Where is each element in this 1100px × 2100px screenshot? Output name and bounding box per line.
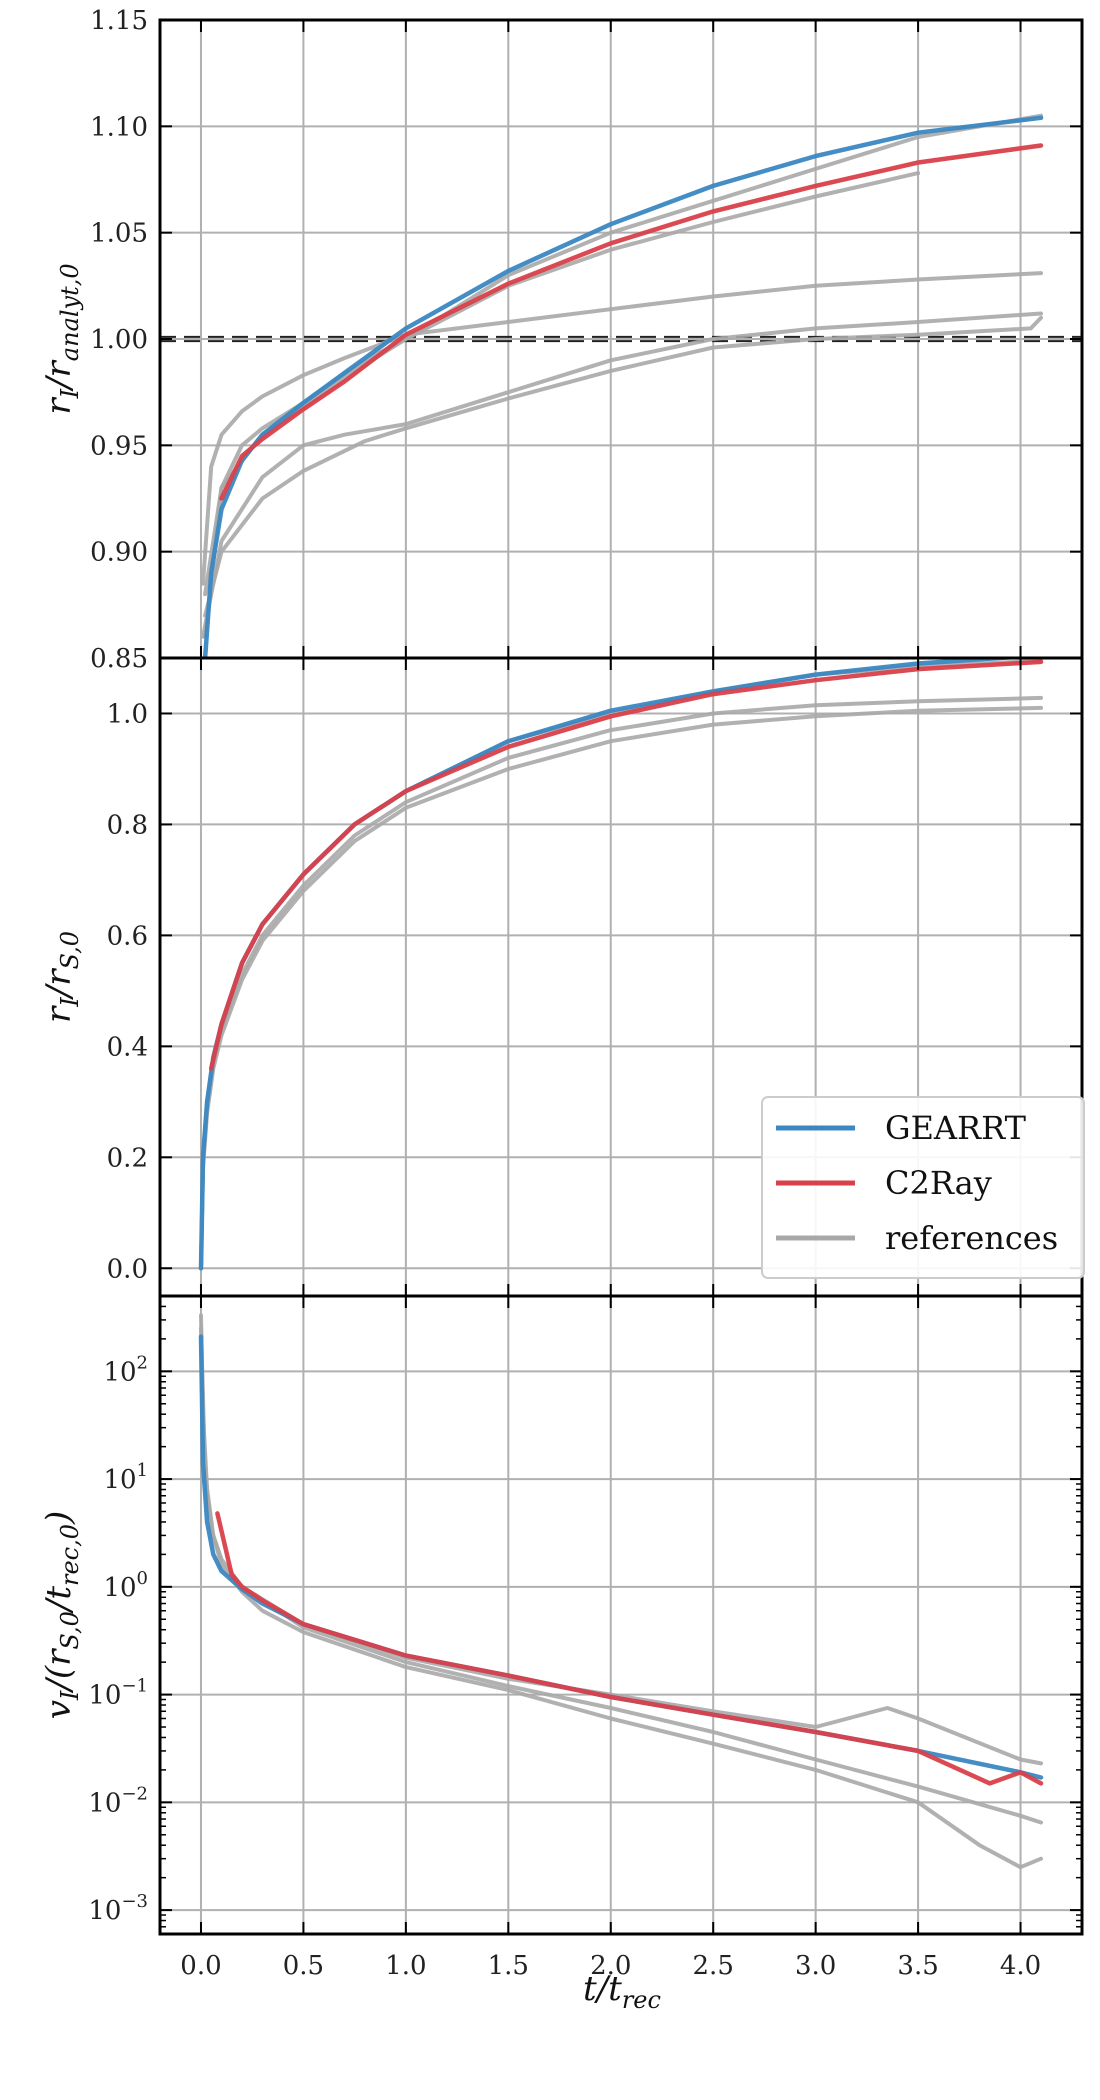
series-line-c2ray [215,1511,1044,1786]
series-group [198,658,1044,1271]
series-line-gearrt [202,115,1044,658]
y-tick-label: 0.85 [90,644,148,674]
x-tick-label: 3.0 [795,1951,836,1981]
legend: GEARRT C2Ray references [761,1096,1085,1279]
series-line-references [199,1326,1043,1870]
axes-frame [158,1294,1084,1936]
y-tick-label: 1.05 [90,219,148,249]
y-tick-label: 0.4 [107,1032,148,1062]
series-group [198,1313,1044,1870]
x-tick-label: 0.0 [180,1951,221,1981]
x-tick-label: 2.0 [590,1951,631,1981]
y-tick-label: 0.6 [107,921,148,951]
x-tick-label: 1.5 [488,1951,529,1981]
y-tick-label: 1.10 [90,112,148,142]
series-line-references [199,1313,1043,1825]
series-line-c2ray [219,143,1044,501]
x-tick-label: 0.5 [283,1951,324,1981]
panel-top: 0.85 0.90 0.95 1.00 1.05 1.10 1.15 rI/ranalyt,0 [39,6,1084,674]
series-line-references [203,113,1043,639]
y-axis-label: rI/rS,0 [39,931,84,1023]
y-tick-label: 1.00 [90,325,148,355]
y-tick-label: 1.0 [107,699,148,729]
y-tick-label: 0.8 [107,810,148,840]
y-axis-label: rI/ranalyt,0 [39,263,84,414]
y-tick-label: 101 [103,1460,148,1495]
x-tick-label: 2.5 [693,1951,734,1981]
y-tick-label: 10−2 [88,1783,148,1818]
series-line-references [201,311,1043,639]
y-tick-label: 10−3 [88,1891,148,1926]
series-line-c2ray [208,659,1044,1071]
y-tick-label: 1.15 [90,6,148,36]
y-tick-label: 0.2 [107,1143,148,1173]
y-tick-label: 100 [103,1568,148,1603]
x-tick-label: 4.0 [1000,1951,1041,1981]
series-line-references [201,271,1043,586]
legend-label-gearrt: GEARRT [885,1109,1027,1147]
y-tick-label: 0.0 [107,1254,148,1284]
panel-bottom: 10−3 10−2 10−1 100 101 102 vI/(rS,0/trec,0) [39,1294,1084,1936]
x-tick-label: 1.0 [385,1951,426,1981]
legend-label-c2ray: C2Ray [885,1164,992,1202]
y-tick-label: 0.95 [90,431,148,461]
legend-box [761,1096,1085,1279]
y-tick-label: 0.90 [90,538,148,568]
x-tick-label: 3.5 [897,1951,938,1981]
panel-middle: 0.0 0.2 0.4 0.6 0.8 1.0 rI/rS,0 [39,656,1084,1298]
y-tick-label: 102 [103,1352,148,1387]
y-axis-label: vI/(rS,0/trec,0) [39,1511,84,1720]
series-group [201,113,1044,658]
series-line-references [240,1584,1043,1766]
x-tick-labels: 0.0 0.5 1.0 1.5 2.0 2.5 3.0 3.5 4.0 [180,1951,1041,1981]
y-tick-label: 10−1 [88,1676,148,1711]
series-line-references [203,315,1043,618]
legend-label-references: references [885,1219,1058,1257]
